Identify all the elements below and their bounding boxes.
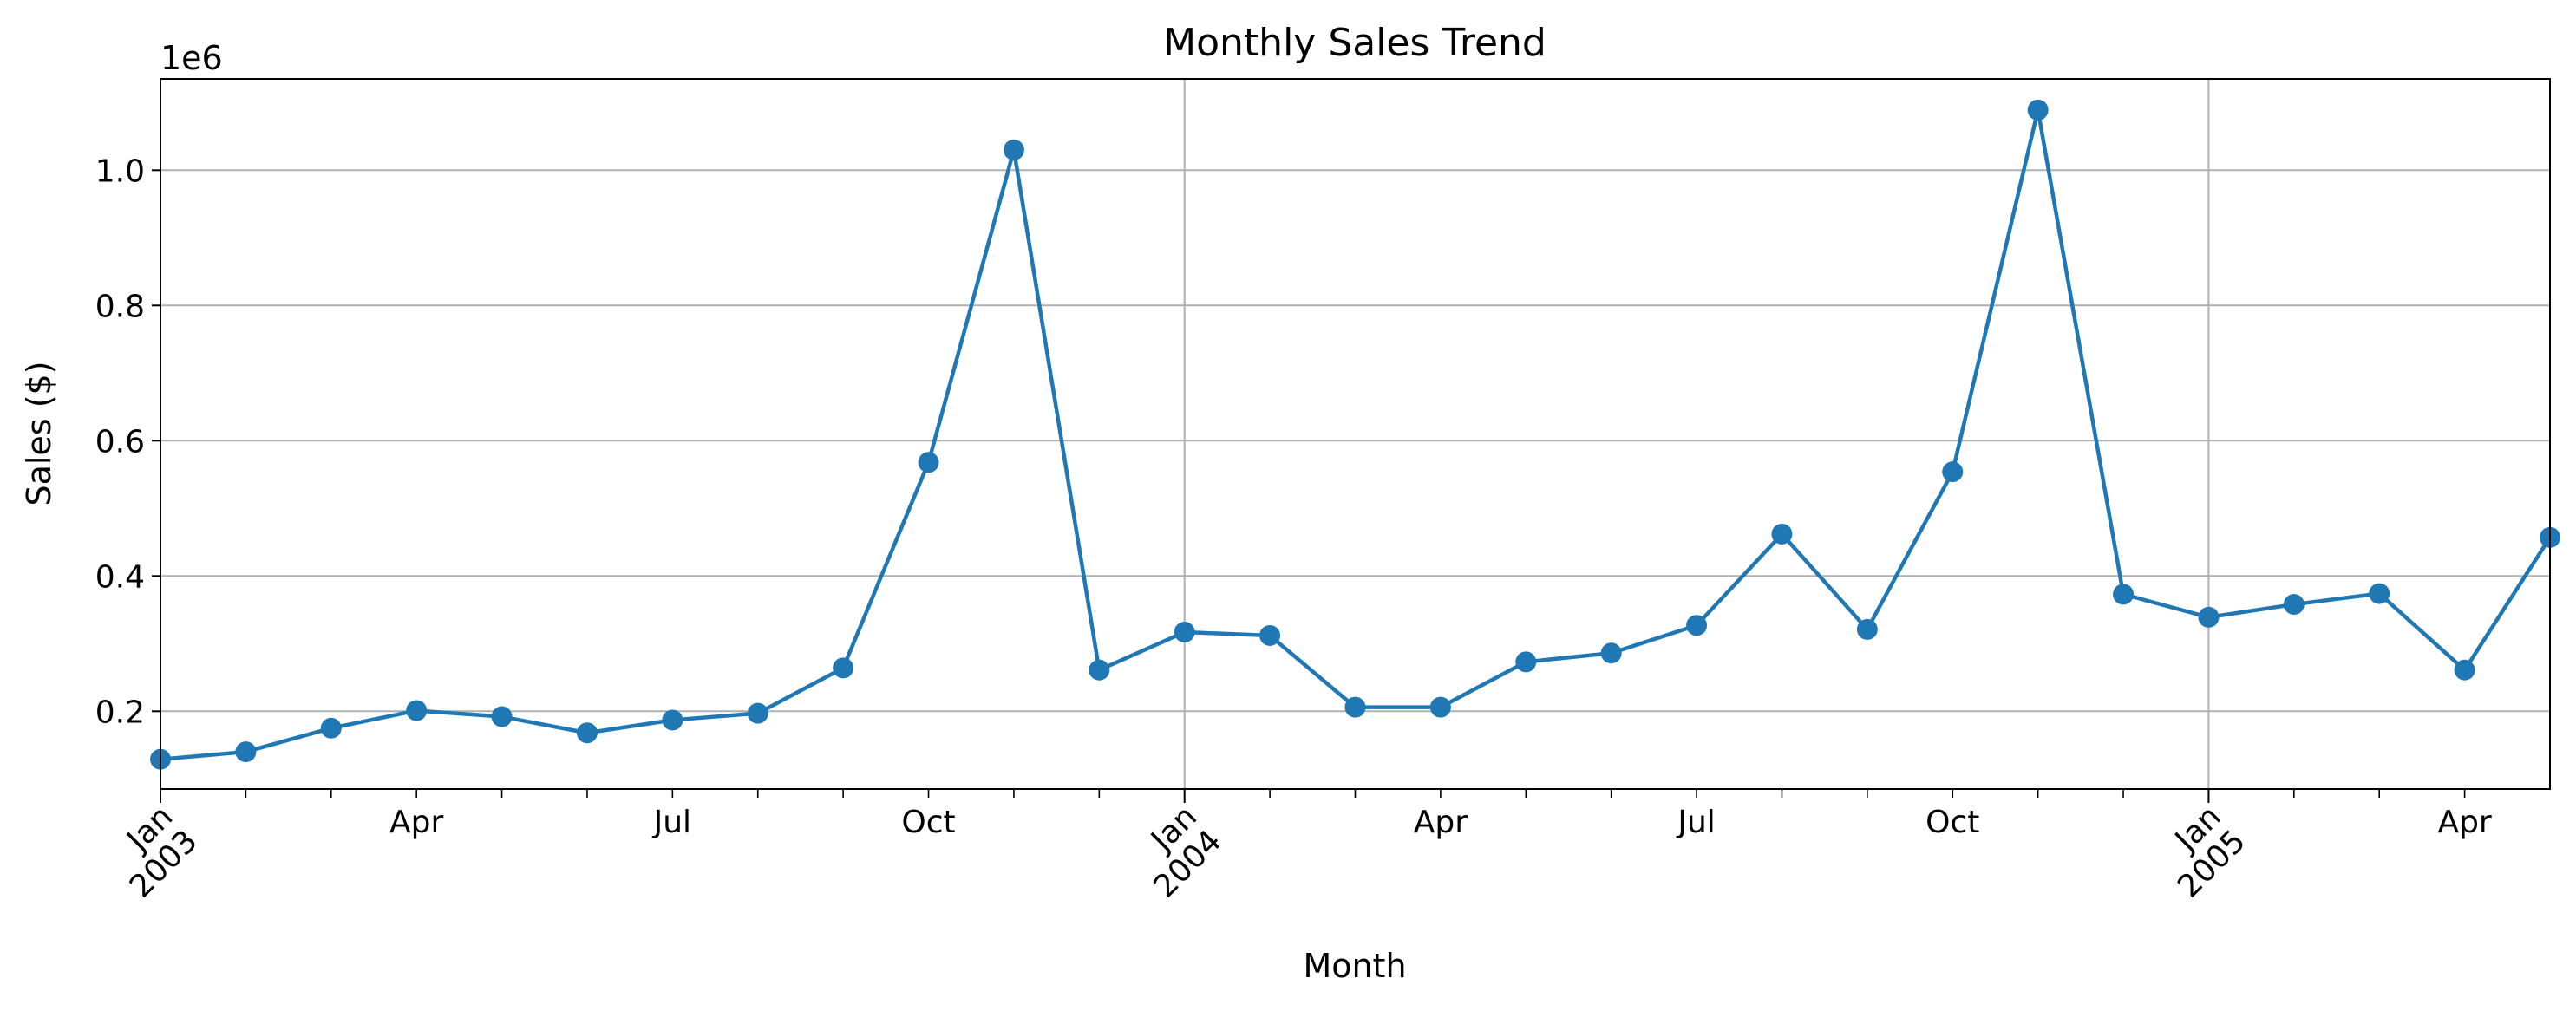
grid-layer [160,79,2550,789]
data-point [1771,523,1793,545]
data-point [1942,461,1964,483]
x-minor-tick-label: Jul [652,805,691,840]
x-minor-tick-label: Oct [1925,805,1979,840]
y-axis-title: Sales ($) [20,361,58,506]
data-point [2454,659,2475,681]
data-point [2113,584,2135,605]
y-tick-label: 1.0 [95,153,145,189]
x-minor-tick-label: Apr [389,805,443,840]
data-point [2198,606,2220,628]
data-point [1686,615,1708,636]
data-point [320,717,342,739]
data-point [1429,696,1451,718]
data-point [918,452,939,473]
data-point [2027,99,2049,121]
data-point [2283,594,2305,616]
data-point [833,657,854,679]
data-point [1259,624,1281,646]
data-point [747,702,768,724]
series-layer [150,99,2560,770]
y-tick-label: 0.4 [95,559,145,595]
y-tick-label: 0.6 [95,424,145,460]
x-minor-tick-label: Apr [2437,805,2491,840]
data-point [491,706,513,727]
y-tick-label: 0.8 [95,289,145,324]
data-point [406,700,428,721]
chart-title: Monthly Sales Trend [1163,21,1546,65]
data-point [1344,696,1366,718]
data-point [1089,659,1110,681]
data-point [2369,583,2390,604]
data-point [1174,622,1195,643]
x-minor-tick-label: Apr [1414,805,1468,840]
data-point [1600,642,1622,664]
y-offset-label: 1e6 [160,39,223,77]
data-point [1515,651,1537,673]
x-minor-tick-label: Jul [1676,805,1715,840]
y-tick-label: 0.2 [95,695,145,730]
data-point [1856,618,1878,640]
x-axis-title: Month [1303,947,1406,985]
x-minor-tick-label: Oct [901,805,955,840]
data-point [576,722,598,744]
data-point [1003,139,1024,160]
data-point [662,709,683,731]
data-point [235,741,257,763]
